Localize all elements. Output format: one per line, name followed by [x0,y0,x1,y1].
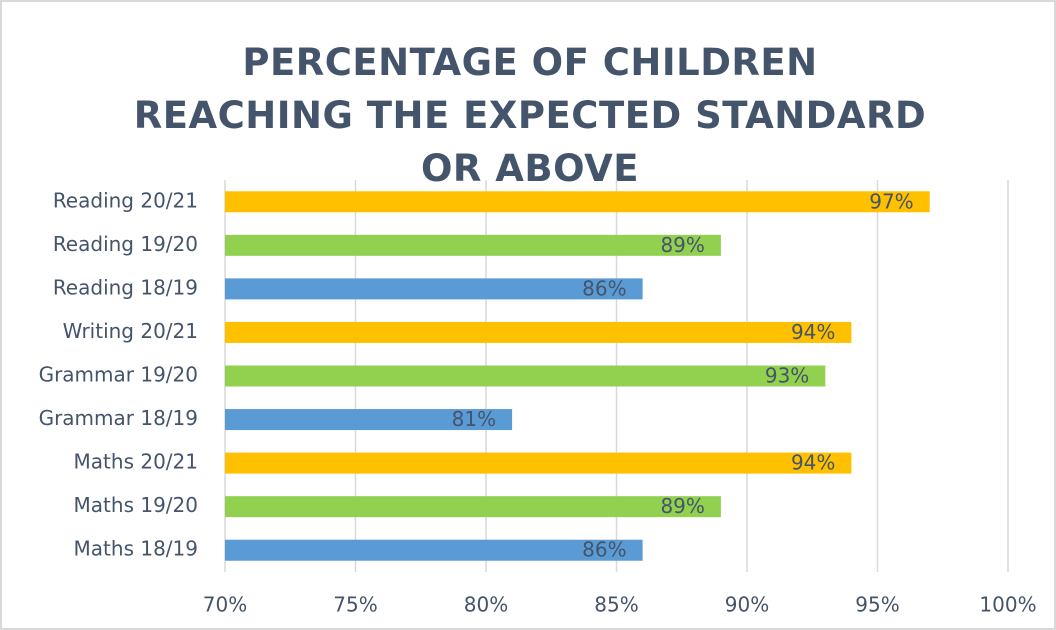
y-tick-label: Reading 20/21 [53,188,198,212]
y-tick-label: Grammar 18/19 [39,406,198,430]
y-tick-label: Writing 20/21 [63,319,198,343]
bar [225,365,826,387]
data-label: 97% [869,189,913,213]
y-tick-label: Reading 19/20 [53,232,198,256]
x-tick-label: 85% [594,593,638,617]
bar [225,409,513,431]
bar [225,452,852,474]
x-tick-label: 75% [333,593,377,617]
bar [225,539,643,561]
y-tick-label: Maths 20/21 [74,450,198,474]
y-tick-label: Grammar 19/20 [39,363,198,387]
bar [225,191,930,213]
chart-title: PERCENTAGE OF CHILDREN REACHING THE EXPE… [133,41,927,190]
x-tick-label: 70% [203,593,247,617]
data-label: 94% [791,451,835,475]
x-tick-label: 90% [725,593,769,617]
bar [225,278,643,300]
bar [225,496,721,518]
x-tick-label: 95% [855,593,899,617]
y-tick-label: Maths 18/19 [74,537,198,561]
data-label: 93% [765,364,809,388]
data-label: 94% [791,320,835,344]
bar [225,321,852,343]
data-label: 81% [452,407,496,431]
data-label: 86% [582,538,626,562]
data-label: 89% [660,494,704,518]
x-tick-label: 100% [979,593,1036,617]
bar [225,234,721,256]
data-label: 89% [660,233,704,257]
data-label: 86% [582,276,626,300]
x-tick-label: 80% [464,593,508,617]
y-tick-label: Maths 19/20 [74,493,198,517]
y-tick-label: Reading 18/19 [53,275,198,299]
